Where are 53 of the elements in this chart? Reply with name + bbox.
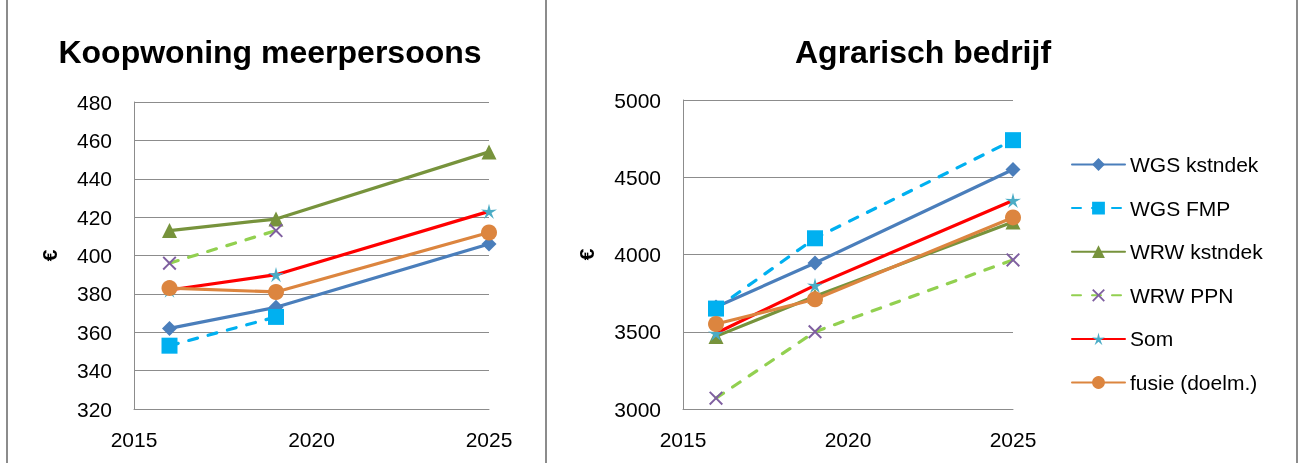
legend-label: Som — [1130, 327, 1174, 351]
y-tick-label: 3500 — [614, 320, 661, 344]
point — [268, 308, 284, 325]
point — [808, 324, 822, 339]
y-tick-label: 460 — [76, 128, 112, 152]
y-tick-label: 340 — [76, 359, 112, 383]
x-tick-label: 2015 — [110, 428, 158, 451]
point — [1005, 209, 1021, 226]
y-axis-title: € — [38, 249, 61, 262]
point — [1005, 162, 1021, 178]
point — [481, 144, 497, 160]
point — [161, 337, 178, 354]
y-tick-label: 360 — [76, 320, 112, 344]
point — [807, 277, 823, 294]
point — [268, 283, 284, 300]
point — [162, 223, 177, 239]
chart-title: Koopwoning meerpersoons — [58, 34, 482, 70]
x-tick-label: 2025 — [989, 428, 1037, 451]
point — [268, 267, 284, 283]
y-tick-label: 400 — [76, 244, 112, 267]
y-tick-label: 4000 — [614, 243, 661, 266]
x-tick-label: 2020 — [824, 428, 872, 451]
chart-title: Agrarisch bedrijf — [794, 34, 1052, 70]
y-tick-label: 4500 — [614, 165, 661, 189]
point — [709, 391, 723, 406]
y-tick-label: 5000 — [614, 88, 661, 112]
point — [708, 316, 724, 333]
point — [807, 230, 823, 247]
point — [1006, 252, 1020, 267]
y-axis-title: € — [575, 248, 598, 261]
x-tick-label: 2025 — [465, 428, 513, 451]
y-tick-label: 3000 — [614, 397, 661, 421]
point — [481, 224, 497, 241]
point — [807, 255, 823, 271]
y-tick-label: 320 — [76, 397, 112, 421]
point — [481, 203, 497, 219]
point — [1005, 192, 1021, 209]
legend-label: WRW kstndek — [1130, 240, 1264, 264]
legend-label: WGS FMP — [1130, 196, 1231, 220]
y-tick-label: 420 — [76, 205, 112, 229]
y-tick-label: 440 — [76, 167, 112, 191]
x-tick-label: 2020 — [288, 428, 335, 451]
x-tick-label: 2015 — [659, 428, 707, 451]
point — [162, 256, 177, 271]
point — [1005, 132, 1021, 149]
legend-label: WRW PPN — [1130, 283, 1234, 307]
y-tick-label: 480 — [76, 90, 112, 114]
point — [807, 291, 823, 308]
legend-label: WGS kstndek — [1130, 153, 1259, 176]
legend-label: fusie (doelm.) — [1130, 371, 1258, 394]
point — [162, 320, 177, 336]
y-tick-label: 380 — [76, 282, 112, 306]
point — [268, 211, 284, 227]
